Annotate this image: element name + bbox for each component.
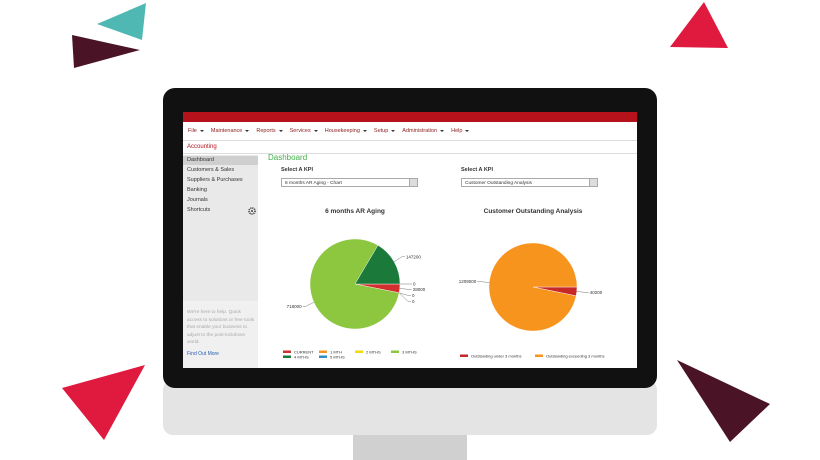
menu-item[interactable]: Housekeeping <box>325 128 367 134</box>
menu-item[interactable]: Maintenance <box>211 128 250 134</box>
sidebar-item[interactable]: Suppliers & Purchases <box>187 177 243 183</box>
kpi-label: Select A KPI <box>281 167 313 173</box>
value-label: 0 <box>413 282 416 287</box>
menu-bar: File Maintenance Reports Services Housekeepi… <box>188 128 469 134</box>
help-text: We're here to help. Quick access to solu… <box>187 310 255 345</box>
legend-swatch <box>283 350 291 353</box>
leader-line <box>477 281 490 283</box>
pie-slice <box>309 238 400 330</box>
legend-label: 3 MTHS <box>402 349 417 354</box>
kpi-label: Select A KPI <box>461 167 493 173</box>
sidebar-item[interactable]: Banking <box>187 187 207 193</box>
legend-swatch <box>391 350 399 353</box>
sidebar-item[interactable]: Journals <box>187 197 208 203</box>
pie-slice <box>488 242 578 332</box>
menu-item[interactable]: Setup <box>374 128 395 134</box>
chart-title: 6 months AR Aging <box>325 208 385 215</box>
legend-label: 5 MTHS <box>330 354 345 359</box>
help-panel <box>183 301 258 368</box>
legend-label: CURRENT <box>294 349 314 354</box>
gear-hub <box>251 210 253 212</box>
menu-item[interactable]: Help <box>451 128 469 134</box>
pie-chart: 6 months AR Aging28000007180001472000CUR… <box>283 208 426 359</box>
legend-label: 1 MTH <box>330 349 342 354</box>
kpi-select[interactable]: Customer Outstanding Analysis <box>461 178 598 187</box>
gear <box>248 207 256 215</box>
value-label: 28000 <box>413 287 426 292</box>
sidebar-item[interactable]: Customers & Sales <box>187 167 235 173</box>
chart-title: Customer Outstanding Analysis <box>484 208 583 215</box>
legend-label: Outstanding exceeding 3 months <box>546 353 604 358</box>
legend-label: 2 MTHS <box>366 349 381 354</box>
dashboard-title: Dashboard <box>268 153 308 162</box>
value-label: 1209000 <box>459 279 477 284</box>
legend-swatch <box>355 350 363 353</box>
value-label: 0 <box>412 299 415 304</box>
sidebar-item[interactable]: Shortcuts <box>187 207 211 213</box>
decor-triangle <box>97 3 146 40</box>
screen: File Maintenance Reports Services Housekeepi… <box>183 112 637 368</box>
leader-line <box>393 256 405 262</box>
decor-triangle <box>677 360 770 442</box>
leader-line <box>576 291 589 293</box>
breadcrumb[interactable]: Accounting <box>187 144 217 150</box>
legend-swatch <box>460 354 468 357</box>
legend-label: Outstanding under 3 months <box>471 353 521 358</box>
leader-line <box>302 302 314 307</box>
legend-label: 4 MTHS <box>294 354 309 359</box>
sidebar: We're here to help. Quick access to solu… <box>183 155 258 368</box>
monitor-chin <box>163 380 657 435</box>
legend-swatch <box>319 350 327 353</box>
value-label: 0 <box>412 293 415 298</box>
value-label: 718000 <box>287 304 303 309</box>
legend-swatch <box>283 355 291 358</box>
value-label: 40200 <box>590 290 603 295</box>
separator <box>183 140 637 141</box>
selected-highlight <box>183 156 258 165</box>
decor-triangle <box>72 35 140 68</box>
find-out-more-link[interactable]: Find Out More <box>187 351 219 357</box>
menu-item[interactable]: Reports <box>256 128 282 134</box>
sidebar-item[interactable]: Dashboard <box>187 157 214 163</box>
decor-triangle <box>670 2 728 48</box>
top-bar <box>183 112 637 122</box>
kpi-select[interactable]: 6 months AR Aging - Chart <box>281 178 418 187</box>
legend-swatch <box>535 354 543 357</box>
legend-swatch <box>319 355 327 358</box>
menu-item[interactable]: File <box>188 128 204 134</box>
value-label: 147200 <box>406 254 422 259</box>
decor-triangle <box>62 365 145 440</box>
leader-line <box>398 292 411 302</box>
separator <box>183 153 637 154</box>
pie-slice <box>354 245 401 285</box>
leader-line <box>399 292 411 296</box>
gear-icon[interactable] <box>248 207 256 215</box>
pie-chart: Customer Outstanding Analysis 40200 120900… <box>459 208 605 358</box>
leader-line <box>399 288 412 290</box>
menu-item[interactable]: Services <box>290 128 318 134</box>
menu-item[interactable]: Administration <box>402 128 444 134</box>
